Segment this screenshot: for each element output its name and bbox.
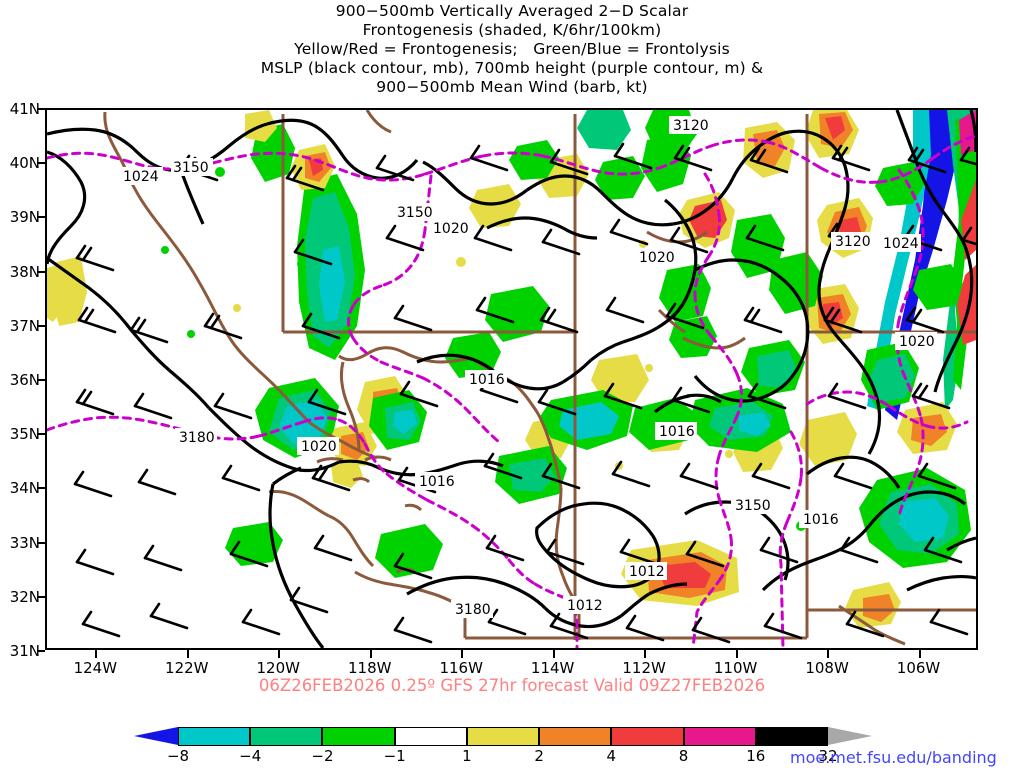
y-axis-tick-label: 40N (9, 154, 40, 173)
contour-labels: 1024 3150 3150 1020 1020 3120 3120 1024 … (121, 116, 937, 618)
x-axis-tick-mark (278, 650, 281, 658)
svg-text:3150: 3150 (397, 205, 433, 221)
x-axis-tick-label: 124W (73, 659, 118, 677)
svg-text:1012: 1012 (629, 564, 665, 580)
y-axis-tick-mark (37, 162, 45, 165)
svg-text:1020: 1020 (639, 250, 675, 266)
colorbar-segment (250, 727, 323, 746)
svg-text:1020: 1020 (899, 334, 935, 350)
y-axis-tick-mark (37, 108, 45, 110)
colorbar-segment (539, 727, 612, 746)
x-axis-tick-label: 120W (256, 659, 300, 677)
y-axis-tick-label: 35N (9, 425, 40, 444)
colorbar-right-arrow (828, 727, 872, 745)
svg-text:1016: 1016 (419, 474, 455, 490)
forecast-caption: 06Z26FEB2026 0.25º GFS 27hr forecast Val… (258, 676, 766, 695)
colorbar-segment (178, 727, 251, 746)
y-axis-tick-mark (37, 650, 45, 652)
x-axis-tick-mark (735, 650, 738, 658)
svg-text:1024: 1024 (123, 169, 159, 185)
x-axis-tick-mark (827, 650, 830, 658)
svg-text:1020: 1020 (301, 439, 337, 455)
y-axis-tick-label: 33N (9, 533, 40, 552)
y-axis-tick-label: 39N (9, 208, 40, 227)
political-boundary-lines (103, 110, 976, 646)
svg-text:3150: 3150 (735, 498, 771, 514)
svg-text:3150: 3150 (173, 160, 209, 176)
x-axis-tick-mark (95, 650, 98, 658)
watermark-url[interactable]: moe.met.fsu.edu/banding (790, 748, 997, 767)
y-axis-tick-mark (37, 324, 45, 327)
y-axis-tick-label: 36N (9, 371, 40, 389)
x-axis-tick-mark (552, 650, 555, 658)
svg-text:1020: 1020 (433, 221, 469, 237)
map-canvas: 1024 3150 3150 1020 1020 3120 3120 1024 … (47, 110, 976, 648)
colorbar-tick-label: −8 (166, 747, 190, 765)
x-axis-tick-label: 108W (805, 659, 849, 677)
colorbar-segment (683, 727, 756, 746)
y-axis-tick-mark (37, 270, 45, 273)
y-axis-tick-mark (37, 541, 45, 544)
colorbar-tick-label: 8 (678, 747, 689, 765)
svg-text:3120: 3120 (835, 234, 871, 250)
x-axis-tick-label: 122W (165, 659, 209, 677)
x-axis-tick-mark (369, 650, 372, 658)
colorbar-segment (755, 727, 828, 746)
x-axis-tick-mark (461, 650, 464, 658)
colorbar-tick-label: 1 (462, 747, 472, 765)
x-axis-tick-label: 116W (439, 659, 483, 677)
title-line-1: 900−500mb Vertically Averaged 2−D Scalar (335, 2, 689, 20)
colorbar-tick-label: 2 (534, 747, 544, 765)
colorbar-segment (466, 727, 540, 746)
colorbar[interactable]: −8 −4 −2 −1 1 2 4 8 16 32 (134, 727, 872, 765)
wind-barbs (73, 142, 976, 644)
title-line-5: 900−500mb Mean Wind (barb, kt) (376, 78, 648, 96)
x-axis-tick-label: 114W (530, 659, 575, 677)
colorbar-tick-label: −4 (239, 747, 262, 765)
y-axis-tick-mark (37, 595, 45, 598)
y-axis-tick-mark (37, 487, 45, 490)
colorbar-tick-label: 4 (606, 747, 617, 765)
title-line-4: MSLP (black contour, mb), 700mb height (… (260, 59, 764, 77)
mslp-and-state-lines (47, 110, 976, 648)
colorbar-tick-label: 16 (746, 747, 766, 765)
x-axis-tick-label: 110W (713, 659, 758, 677)
colorbar-segment (611, 727, 684, 746)
svg-text:1024: 1024 (883, 236, 919, 252)
title-line-2: Frontogenesis (shaded, K/6hr/100km) (362, 21, 662, 39)
colorbar-tick-label: −1 (383, 747, 406, 765)
colorbar-segment (394, 727, 467, 746)
y-axis-tick-mark (37, 379, 45, 381)
svg-text:1016: 1016 (469, 372, 505, 388)
svg-text:3120: 3120 (673, 118, 709, 134)
svg-text:1016: 1016 (803, 512, 839, 528)
svg-text:1012: 1012 (567, 598, 603, 614)
y-axis-tick-mark (37, 433, 45, 436)
y-axis-tick-label: 34N (9, 479, 40, 498)
x-axis-tick-label: 106W (896, 659, 941, 677)
x-axis-tick-label: 118W (347, 659, 392, 677)
map-plot-area[interactable]: 1024 3150 3150 1020 1020 3120 3120 1024 … (45, 108, 978, 650)
y-axis-tick-label: 37N (9, 316, 40, 335)
x-axis-tick-mark (644, 650, 647, 658)
y-axis-tick-label: 31N (9, 642, 40, 660)
y-axis-tick-label: 32N (9, 587, 40, 606)
colorbar-left-arrow (134, 727, 178, 745)
y-axis-tick-mark (37, 216, 45, 219)
colorbar-tick-label: 32 (818, 747, 838, 765)
colorbar-segment (322, 727, 395, 746)
colorbar-tick-label: −2 (311, 747, 334, 765)
y-axis-tick-label: 38N (9, 262, 40, 281)
x-axis-tick-label: 112W (622, 659, 666, 677)
svg-text:3180: 3180 (455, 602, 491, 618)
svg-text:3180: 3180 (179, 430, 215, 446)
svg-text:1016: 1016 (659, 424, 695, 440)
x-axis-tick-mark (186, 650, 189, 658)
title-line-3: Yellow/Red = Frontogenesis; Green/Blue =… (294, 40, 730, 58)
x-axis-tick-mark (918, 650, 921, 658)
y-axis-tick-label: 41N (9, 100, 40, 118)
chart-title: 900−500mb Vertically Averaged 2−D Scalar… (0, 2, 1024, 97)
